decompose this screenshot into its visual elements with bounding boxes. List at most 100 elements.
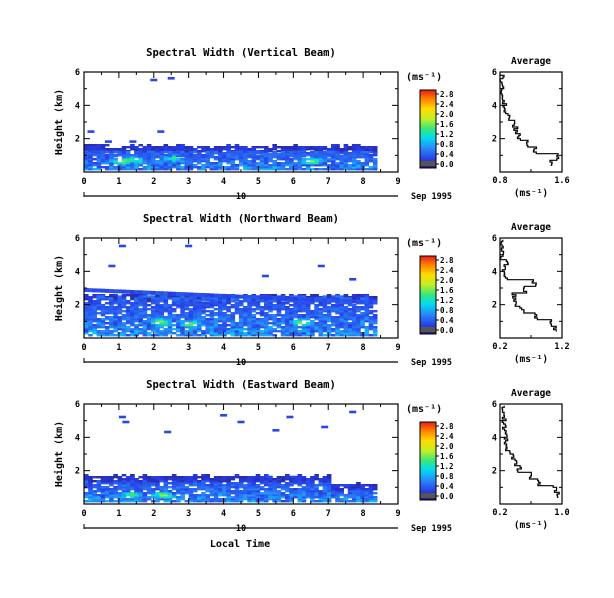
heatmap-cell <box>125 162 131 165</box>
heatmap-cell <box>171 296 177 299</box>
heatmap-cell <box>201 158 206 161</box>
heatmap-cell <box>351 144 357 147</box>
colorbar-swatch <box>420 256 436 259</box>
heatmap-cell <box>305 496 311 499</box>
heatmap-cell <box>138 314 143 317</box>
heatmap-cell <box>142 148 148 151</box>
heatmap-cell <box>104 312 110 315</box>
profile-frame <box>499 403 563 505</box>
heatmap-cell <box>289 484 294 487</box>
heatmap-cell <box>251 158 257 161</box>
heatmap-cell <box>247 160 252 163</box>
heatmap-cell <box>180 155 185 158</box>
heatmap-cell <box>322 316 328 319</box>
colorbar-swatch <box>420 283 436 286</box>
heatmap-cell <box>121 146 127 149</box>
heatmap-cell <box>347 152 353 155</box>
heatmap-cell <box>167 310 173 313</box>
heatmap-cell <box>247 318 252 321</box>
heatmap-cell <box>230 306 236 309</box>
heatmap-cell <box>130 306 135 309</box>
heatmap-cell <box>113 482 118 485</box>
heatmap-cell <box>213 330 219 333</box>
heatmap-cell <box>234 496 240 499</box>
heatmap-cell <box>104 160 110 163</box>
heatmap-cell <box>134 310 139 313</box>
profile-x-tick-label: 0.2 <box>492 342 507 352</box>
heatmap-cell <box>368 320 374 323</box>
heatmap-cell <box>192 490 198 493</box>
heatmap-cell <box>118 415 126 419</box>
heatmap-cell <box>360 308 365 311</box>
heatmap-cell <box>222 160 227 163</box>
heatmap-cell <box>293 155 298 158</box>
heatmap-cell <box>209 316 215 319</box>
heatmap-cell <box>305 304 311 307</box>
heatmap-cell <box>222 498 227 501</box>
heatmap-cell <box>104 492 110 495</box>
heatmap-cell <box>310 296 315 299</box>
heatmap-cell <box>109 500 114 503</box>
heatmap-cell <box>188 168 194 171</box>
heatmap-cell <box>167 153 173 156</box>
heatmap-cell <box>84 480 89 483</box>
heatmap-cell <box>142 304 148 307</box>
heatmap-cell <box>138 332 143 335</box>
heatmap-cell <box>92 314 97 317</box>
heatmap-cell <box>360 498 365 501</box>
heatmap-cell <box>109 476 114 479</box>
heatmap-cell <box>113 314 118 317</box>
heatmap-cell <box>351 486 357 489</box>
profile-line <box>501 405 560 498</box>
heatmap-cell <box>121 148 127 151</box>
heatmap-cell <box>84 492 89 495</box>
heatmap-cell <box>289 162 294 165</box>
heatmap-cell <box>343 294 349 297</box>
heatmap-cell <box>84 500 89 503</box>
heatmap-cell <box>84 152 89 155</box>
heatmap-cell <box>285 153 290 156</box>
heatmap-cell <box>247 488 252 491</box>
heatmap-cell <box>347 308 353 311</box>
colorbar-swatch <box>420 166 436 169</box>
heatmap-cell <box>360 314 365 317</box>
heatmap-cell <box>268 318 273 321</box>
heatmap-cell <box>285 486 290 489</box>
heatmap-cell <box>88 306 93 309</box>
heatmap-cell <box>272 320 277 323</box>
heatmap-cell <box>247 316 252 319</box>
heatmap-cell <box>264 334 269 337</box>
heatmap-cell <box>100 160 106 163</box>
heatmap-cell <box>113 308 118 311</box>
heatmap-cell <box>142 484 148 487</box>
colorbar-swatch <box>420 138 436 142</box>
heatmap-cell <box>180 498 185 501</box>
heatmap-cell <box>255 146 261 149</box>
heatmap-cell <box>238 498 244 501</box>
heatmap-cell <box>163 484 169 487</box>
heatmap-cell <box>167 320 173 323</box>
heatmap-cell <box>276 312 282 315</box>
heatmap-cell <box>130 162 135 165</box>
heatmap-cell <box>318 322 324 325</box>
heatmap-cell <box>121 322 127 325</box>
heatmap-cell <box>226 153 231 156</box>
heatmap-cell <box>360 500 365 503</box>
heatmap-cell <box>218 306 223 309</box>
heatmap-cell <box>259 310 265 313</box>
heatmap-cell <box>268 164 273 167</box>
heatmap-cell <box>326 326 332 329</box>
heatmap-cell <box>230 500 236 503</box>
heatmap-cell <box>88 312 93 315</box>
heatmap-cell <box>255 326 261 329</box>
heatmap-cell <box>238 490 244 493</box>
heatmap-cell <box>314 151 319 154</box>
heatmap-cell <box>155 496 160 499</box>
heatmap-cell <box>293 320 298 323</box>
heatmap-cell <box>326 294 332 297</box>
heatmap-cell <box>314 326 319 329</box>
heatmap-cell <box>113 312 118 315</box>
colorbar-swatch <box>420 447 436 450</box>
heatmap-cell <box>264 302 269 305</box>
heatmap-cell <box>176 306 181 309</box>
